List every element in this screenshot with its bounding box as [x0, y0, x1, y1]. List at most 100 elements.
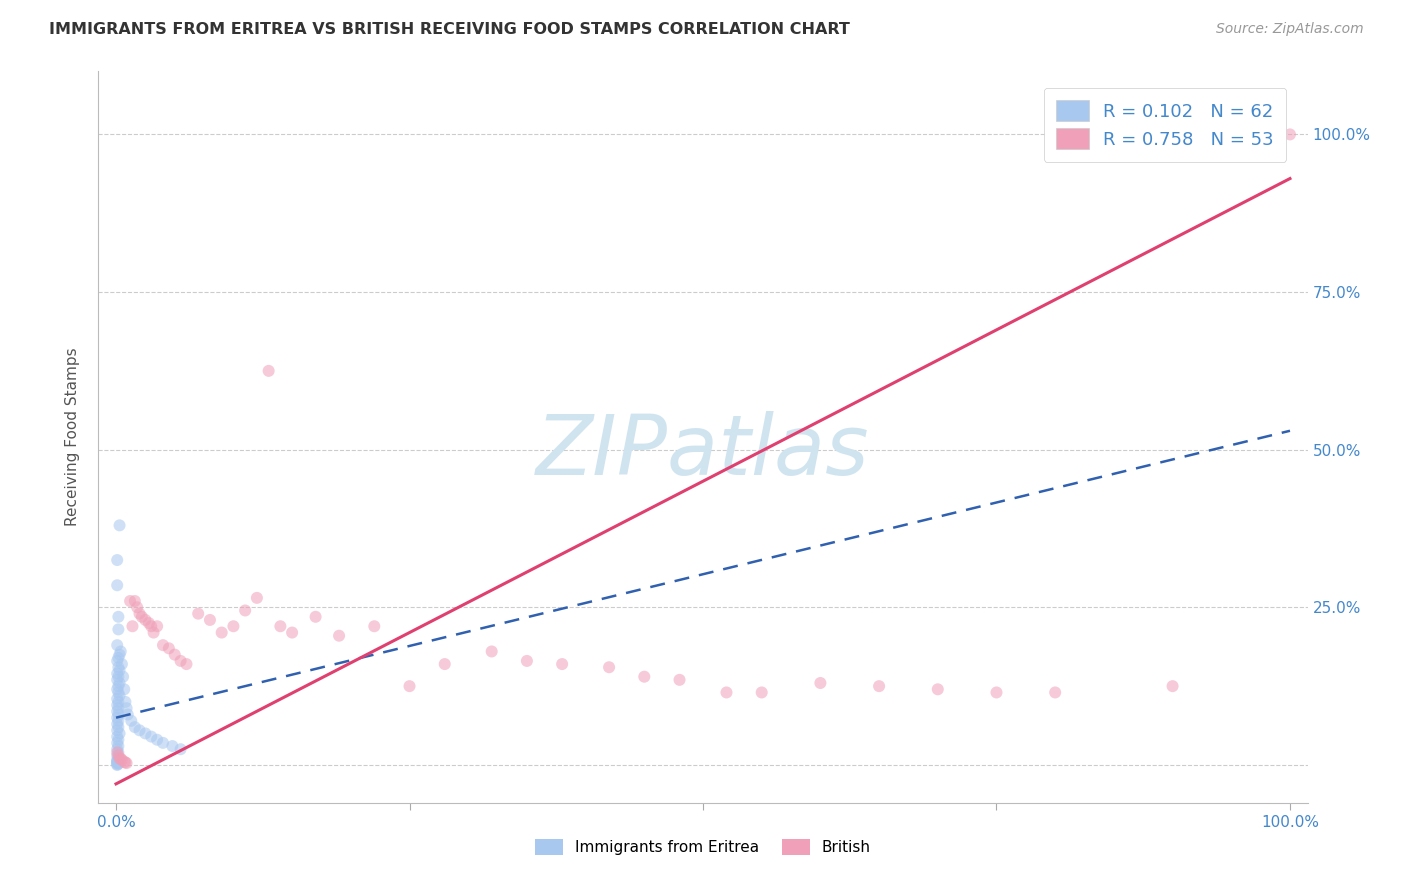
Y-axis label: Receiving Food Stamps: Receiving Food Stamps	[65, 348, 80, 526]
Point	[108, 726, 131, 740]
Point	[121, 619, 143, 633]
Point	[246, 591, 269, 605]
Point	[551, 657, 574, 671]
Point	[105, 754, 128, 768]
Point	[112, 682, 135, 697]
Legend: Immigrants from Eritrea, British: Immigrants from Eritrea, British	[529, 833, 877, 861]
Point	[105, 748, 128, 763]
Point	[152, 736, 174, 750]
Point	[105, 673, 128, 687]
Point	[107, 714, 129, 728]
Point	[481, 644, 503, 658]
Point	[105, 717, 128, 731]
Point	[120, 714, 142, 728]
Point	[105, 578, 128, 592]
Point	[105, 757, 128, 772]
Point	[124, 720, 146, 734]
Point	[127, 600, 149, 615]
Point	[176, 657, 198, 671]
Point	[107, 623, 129, 637]
Point	[105, 654, 128, 668]
Point	[108, 689, 131, 703]
Point	[1278, 128, 1301, 142]
Point	[281, 625, 304, 640]
Point	[105, 755, 128, 769]
Point	[105, 553, 128, 567]
Point	[105, 753, 128, 767]
Point	[146, 619, 169, 633]
Point	[152, 638, 174, 652]
Point	[105, 730, 128, 744]
Point	[233, 603, 256, 617]
Point	[107, 739, 129, 753]
Point	[668, 673, 690, 687]
Point	[108, 676, 131, 690]
Point	[110, 752, 132, 766]
Point	[751, 685, 773, 699]
Point	[107, 679, 129, 693]
Point	[108, 664, 131, 678]
Point	[1161, 679, 1184, 693]
Point	[131, 609, 153, 624]
Point	[108, 648, 131, 662]
Point	[107, 660, 129, 674]
Point	[211, 625, 233, 640]
Point	[986, 685, 1008, 699]
Point	[105, 666, 128, 681]
Point	[138, 616, 160, 631]
Point	[134, 613, 156, 627]
Point	[146, 732, 169, 747]
Point	[107, 670, 129, 684]
Point	[120, 594, 142, 608]
Point	[105, 691, 128, 706]
Text: ZIPatlas: ZIPatlas	[536, 411, 870, 492]
Point	[117, 707, 139, 722]
Point	[328, 629, 350, 643]
Point	[105, 745, 128, 759]
Point	[808, 676, 831, 690]
Point	[105, 682, 128, 697]
Point	[398, 679, 420, 693]
Point	[516, 654, 538, 668]
Point	[124, 594, 146, 608]
Point	[128, 723, 150, 738]
Point	[114, 756, 136, 770]
Point	[187, 607, 209, 621]
Point	[111, 657, 134, 671]
Point	[169, 654, 191, 668]
Point	[633, 670, 655, 684]
Point	[105, 723, 128, 738]
Point	[115, 756, 138, 770]
Point	[142, 625, 165, 640]
Point	[157, 641, 180, 656]
Point	[107, 745, 129, 759]
Point	[115, 701, 138, 715]
Point	[105, 756, 128, 770]
Point	[716, 685, 738, 699]
Point	[141, 730, 163, 744]
Point	[107, 752, 129, 766]
Point	[105, 698, 128, 712]
Point	[105, 742, 128, 756]
Point	[105, 711, 128, 725]
Text: IMMIGRANTS FROM ERITREA VS BRITISH RECEIVING FOOD STAMPS CORRELATION CHART: IMMIGRANTS FROM ERITREA VS BRITISH RECEI…	[49, 22, 851, 37]
Point	[112, 670, 135, 684]
Point	[108, 752, 131, 766]
Point	[108, 518, 131, 533]
Point	[304, 609, 326, 624]
Point	[269, 619, 291, 633]
Point	[105, 736, 128, 750]
Point	[1043, 685, 1066, 699]
Point	[107, 685, 129, 699]
Point	[107, 650, 129, 665]
Point	[222, 619, 245, 633]
Point	[433, 657, 456, 671]
Point	[107, 609, 129, 624]
Point	[111, 753, 134, 767]
Point	[107, 707, 129, 722]
Point	[198, 613, 221, 627]
Point	[114, 695, 136, 709]
Point	[163, 648, 186, 662]
Point	[107, 756, 129, 771]
Text: Source: ZipAtlas.com: Source: ZipAtlas.com	[1216, 22, 1364, 37]
